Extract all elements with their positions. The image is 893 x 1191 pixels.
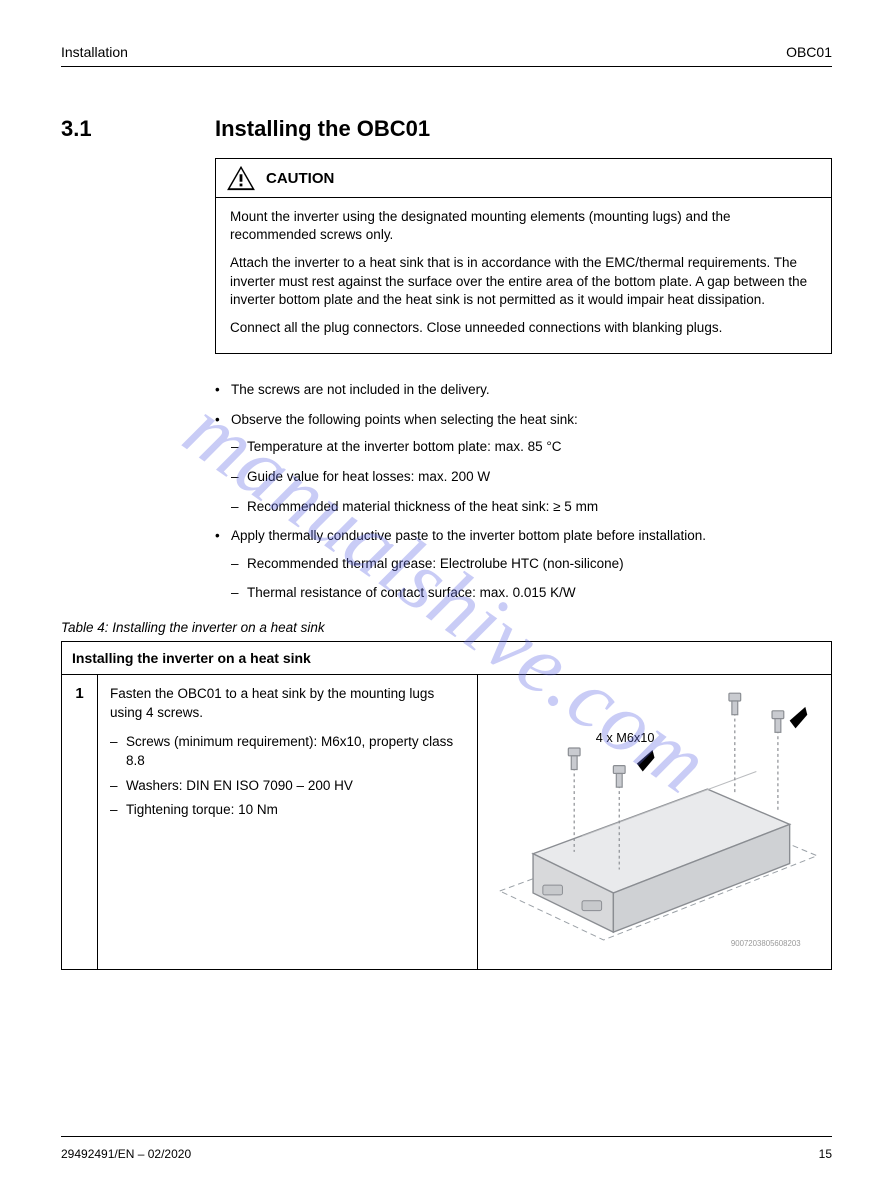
running-header: Installation OBC01	[61, 44, 832, 60]
list-text: Recommended material thickness of the he…	[247, 499, 598, 514]
content-column: CAUTION Mount the inverter using the des…	[215, 158, 832, 613]
table-row: 1 Fasten the OBC01 to a heat sink by the…	[62, 675, 832, 970]
list-item: Recommended thermal grease: Electrolube …	[231, 554, 832, 574]
caution-p2: Attach the inverter to a heat sink that …	[230, 254, 817, 309]
step-illustration-cell: 4 x M6x10 9007203805608203	[478, 675, 832, 970]
page: Installation OBC01 3.1 Installing the OB…	[0, 0, 893, 1191]
section-title: Installing the OBC01	[215, 116, 430, 142]
list-text: Recommended thermal grease: Electrolube …	[247, 556, 624, 571]
list-item: Thermal resistance of contact surface: m…	[231, 583, 832, 603]
install-illustration: 4 x M6x10 9007203805608203	[488, 685, 821, 954]
list-item: Observe the following points when select…	[215, 410, 832, 516]
table-header: Installing the inverter on a heat sink	[62, 642, 832, 675]
screw-label: 4 x M6x10	[596, 730, 655, 745]
list-item: Temperature at the inverter bottom plate…	[231, 437, 832, 457]
list-item: Screws (minimum requirement): M6x10, pro…	[110, 733, 465, 771]
step-lead: Fasten the OBC01 to a heat sink by the m…	[110, 686, 434, 720]
table-caption: Table 4: Installing the inverter on a he…	[61, 620, 832, 635]
step-description: Fasten the OBC01 to a heat sink by the m…	[98, 675, 478, 970]
header-left: Installation	[61, 44, 128, 60]
caution-box: CAUTION Mount the inverter using the des…	[215, 158, 832, 354]
list-text: Washers: DIN EN ISO 7090 – 200 HV	[126, 778, 353, 793]
caution-header: CAUTION	[216, 159, 831, 198]
list-text: Apply thermally conductive paste to the …	[231, 528, 706, 543]
list-text: Temperature at the inverter bottom plate…	[247, 439, 562, 454]
figure-ref: 9007203805608203	[731, 939, 801, 948]
list-text: The screws are not included in the deliv…	[231, 382, 490, 397]
list-item: Guide value for heat losses: max. 200 W	[231, 467, 832, 487]
header-right: OBC01	[786, 44, 832, 60]
list-text: Thermal resistance of contact surface: m…	[247, 585, 576, 600]
caution-title: CAUTION	[266, 170, 334, 187]
list-item: Washers: DIN EN ISO 7090 – 200 HV	[110, 777, 465, 796]
footer-page: 15	[819, 1147, 832, 1161]
procedure-table-wrap: Table 4: Installing the inverter on a he…	[61, 620, 832, 970]
list-item: Apply thermally conductive paste to the …	[215, 526, 832, 603]
footer-docid: 29492491/EN – 02/2020	[61, 1147, 191, 1161]
list-text: Guide value for heat losses: max. 200 W	[247, 469, 490, 484]
list-text: Screws (minimum requirement): M6x10, pro…	[126, 734, 453, 768]
caution-body: Mount the inverter using the designated …	[216, 198, 831, 353]
warning-icon	[226, 165, 256, 191]
list-item: Tightening torque: 10 Nm	[110, 801, 465, 820]
step-number: 1	[62, 675, 98, 970]
table-header-row: Installing the inverter on a heat sink	[62, 642, 832, 675]
procedure-table: Installing the inverter on a heat sink 1…	[61, 641, 832, 970]
list-item: Recommended material thickness of the he…	[231, 497, 832, 517]
caution-p1: Mount the inverter using the designated …	[230, 208, 817, 244]
list-text: Observe the following points when select…	[231, 412, 578, 427]
info-list: The screws are not included in the deliv…	[215, 380, 832, 603]
list-text: Tightening torque: 10 Nm	[126, 802, 278, 817]
list-item: The screws are not included in the deliv…	[215, 380, 832, 400]
header-rule	[61, 66, 832, 67]
footer-rule	[61, 1136, 832, 1137]
caution-p3: Connect all the plug connectors. Close u…	[230, 319, 817, 337]
footer: 29492491/EN – 02/2020 15	[61, 1147, 832, 1161]
section-number: 3.1	[61, 116, 92, 142]
